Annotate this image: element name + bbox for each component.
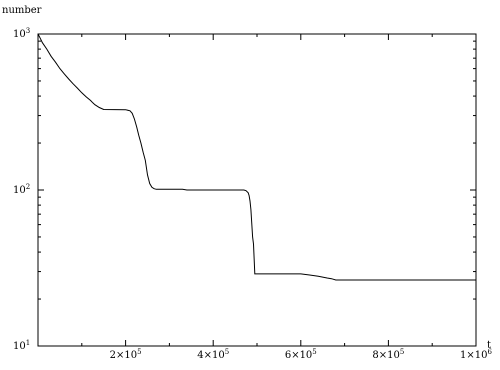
- x-tick-label: 8×105: [372, 348, 404, 361]
- x-tick-label: 1×106: [460, 348, 492, 361]
- y-axis-title: number: [2, 5, 42, 16]
- plot-frame: [37, 33, 477, 347]
- x-tick-label: 2×105: [110, 348, 142, 361]
- x-axis-title: t: [487, 340, 491, 351]
- y-tick-label: 103: [13, 27, 30, 40]
- y-tick-label: 102: [13, 183, 30, 196]
- x-tick-label: 6×105: [285, 348, 317, 361]
- x-tick-label: 4×105: [197, 348, 229, 361]
- y-axis-ticks: 101 102 103: [13, 27, 476, 352]
- y-tick-label: 101: [13, 339, 30, 352]
- series-line: [37, 33, 476, 281]
- x-axis-ticks: 2×105 4×105 6×105 8×105 1×106: [81, 34, 493, 361]
